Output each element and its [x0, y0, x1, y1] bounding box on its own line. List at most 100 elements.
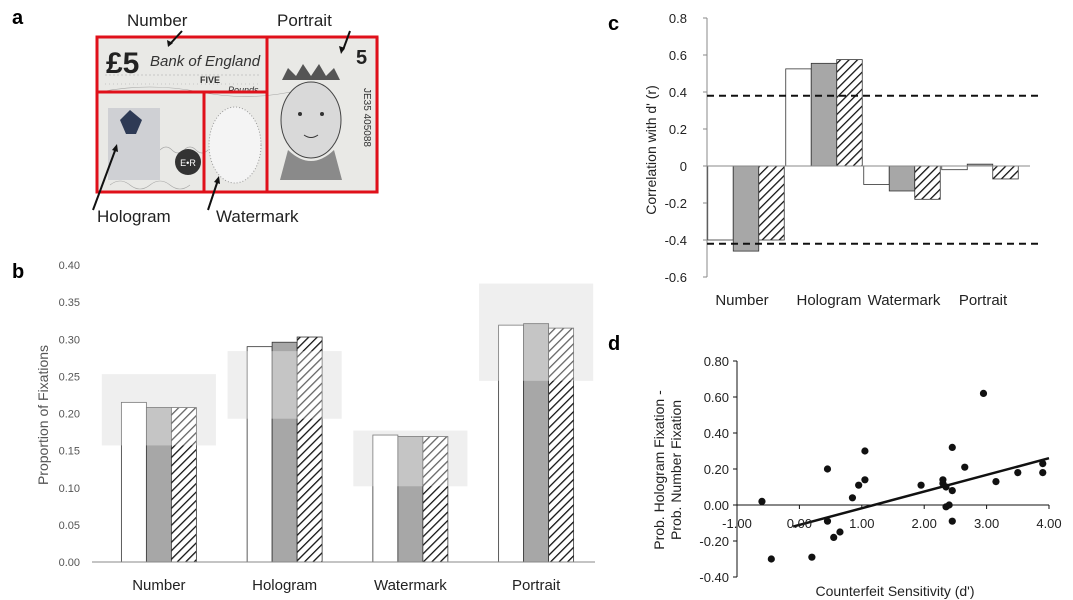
bar-watermark-hatched	[422, 436, 449, 563]
y-tick-label: 0.05	[59, 520, 80, 532]
category-label-number: Number	[132, 577, 185, 594]
arrow-portrait-head	[339, 46, 345, 54]
x-category-labels: Number Hologram Watermark Portrait	[715, 292, 1008, 309]
queen-portrait	[280, 64, 342, 180]
bar-watermark-white	[863, 165, 890, 185]
arrow-watermark	[207, 179, 219, 211]
hologram-figure	[120, 110, 142, 134]
scatter-point	[1039, 469, 1047, 477]
category-label-number: Number	[715, 292, 768, 309]
chart-c: 0.8 0.6 0.4 0.2 0 -0.2 -0.4 -0.6 Number Hologram…	[643, 11, 1043, 309]
y-tick-label: 0.20	[704, 462, 729, 477]
y-tick-label: 0.25	[59, 371, 80, 383]
scatter-point	[1014, 469, 1022, 477]
reference-lines	[707, 94, 1043, 245]
bar-watermark-white	[372, 434, 399, 563]
bar-hologram-white	[246, 346, 273, 563]
x-tick-label: 3.00	[974, 516, 999, 531]
axis-ticks	[733, 360, 1050, 578]
scatter-point	[861, 447, 869, 455]
y-tick-labels: 0.8 0.6 0.4 0.2 0 -0.2 -0.4 -0.6	[665, 11, 687, 285]
x-tick-label: 4.00	[1036, 516, 1061, 531]
arrow-portrait	[342, 30, 351, 51]
arrow-number	[169, 30, 183, 45]
chart-d: -0.40 -0.20 0.00 0.20 0.40 0.60 0.80 -1.00 0.00…	[651, 354, 1062, 599]
bar-hologram-hatched	[836, 59, 863, 167]
x-category-labels: Number Hologram Watermark Portrait	[132, 577, 561, 594]
y-tick-label: 0.20	[59, 409, 80, 421]
x-axis-label: Counterfeit Sensitivity (d')	[815, 583, 974, 599]
y-tick-label: 0.30	[59, 334, 80, 346]
note-pounds-word: Pounds	[228, 85, 259, 95]
x-tick-label: 0.00	[787, 516, 812, 531]
scatter-point	[855, 481, 863, 489]
trendline	[792, 456, 1050, 528]
scatter-point	[979, 389, 988, 397]
y-tick-label: -0.2	[665, 196, 687, 211]
panel-letter-c: c	[608, 13, 619, 35]
scatter-point	[948, 443, 956, 451]
y-tick-label: 0.6	[669, 48, 687, 63]
bars	[101, 283, 594, 563]
y-tick-label: 0.60	[704, 390, 729, 405]
scatter-point	[808, 553, 816, 561]
label-hologram: Hologram	[97, 207, 171, 226]
bar-portrait-hatched	[548, 327, 575, 563]
scatter-point	[767, 555, 775, 563]
y-tick-label: 0.35	[59, 297, 80, 309]
bar-hologram-grey	[271, 341, 298, 563]
scatter-point	[758, 497, 766, 505]
scatter-point	[823, 517, 832, 525]
note-corner-five: 5	[356, 47, 367, 69]
panel-letter-b: b	[12, 261, 24, 283]
scatter-point	[861, 476, 869, 484]
bars	[707, 59, 1019, 252]
cipher-seal	[175, 149, 201, 175]
chance-band-overlay-hologram	[227, 351, 342, 419]
y-tick-label: 0.2	[669, 122, 687, 137]
arrow-hologram	[92, 147, 117, 211]
scatter-point	[945, 501, 953, 509]
aoi-watermark-box	[202, 90, 269, 194]
y-tick-labels: 0.00 0.05 0.10 0.15 0.20 0.25 0.30 0.35 0.40	[59, 260, 80, 569]
bar-watermark-hatched	[914, 165, 941, 200]
y-tick-label: 0.4	[669, 85, 687, 100]
bar-portrait-grey	[523, 323, 550, 563]
bar-number-white	[120, 401, 147, 563]
bar-number-grey	[732, 165, 760, 252]
scatter-point	[948, 517, 956, 525]
chance-band-overlay-watermark	[353, 430, 468, 487]
bar-portrait-hatched	[992, 165, 1019, 180]
bar-number-hatched	[758, 165, 785, 241]
category-label-watermark: Watermark	[374, 577, 447, 594]
x-tick-label: 2.00	[912, 516, 937, 531]
label-portrait: Portrait	[277, 11, 332, 30]
scatter-point	[836, 528, 844, 536]
x-tick-label: -1.00	[722, 516, 752, 531]
y-tick-label: 0	[680, 159, 687, 174]
arrow-number-head	[167, 40, 173, 47]
category-label-portrait: Portrait	[959, 292, 1008, 309]
y-axis-label-line: Prob. Hologram Fixation -	[651, 390, 667, 550]
chart-b: 0.00 0.05 0.10 0.15 0.20 0.25 0.30 0.35 0.40 Num…	[35, 260, 595, 594]
y-tick-label: 0.80	[704, 354, 729, 369]
scatter-points	[758, 389, 1047, 563]
bar-number-white	[707, 165, 734, 241]
category-label-hologram: Hologram	[252, 577, 317, 594]
scatter-point	[823, 465, 832, 473]
chance-band-overlay-portrait	[479, 283, 594, 381]
bar-hologram-white	[785, 68, 812, 167]
y-axis-label-line: Prob. Number Fixation	[668, 400, 684, 540]
scatter-point	[961, 463, 969, 471]
arrow-hologram-head	[112, 144, 118, 152]
scatter-point	[942, 483, 950, 491]
scatter-point	[848, 494, 857, 502]
y-tick-label: -0.4	[665, 233, 687, 248]
y-axis-ticks	[703, 17, 707, 278]
y-tick-label: -0.40	[699, 570, 729, 585]
arrow-watermark-head	[214, 176, 220, 184]
y-tick-label: 0.00	[59, 557, 80, 569]
note-denomination: £5	[106, 47, 139, 80]
scatter-point	[1039, 460, 1047, 468]
